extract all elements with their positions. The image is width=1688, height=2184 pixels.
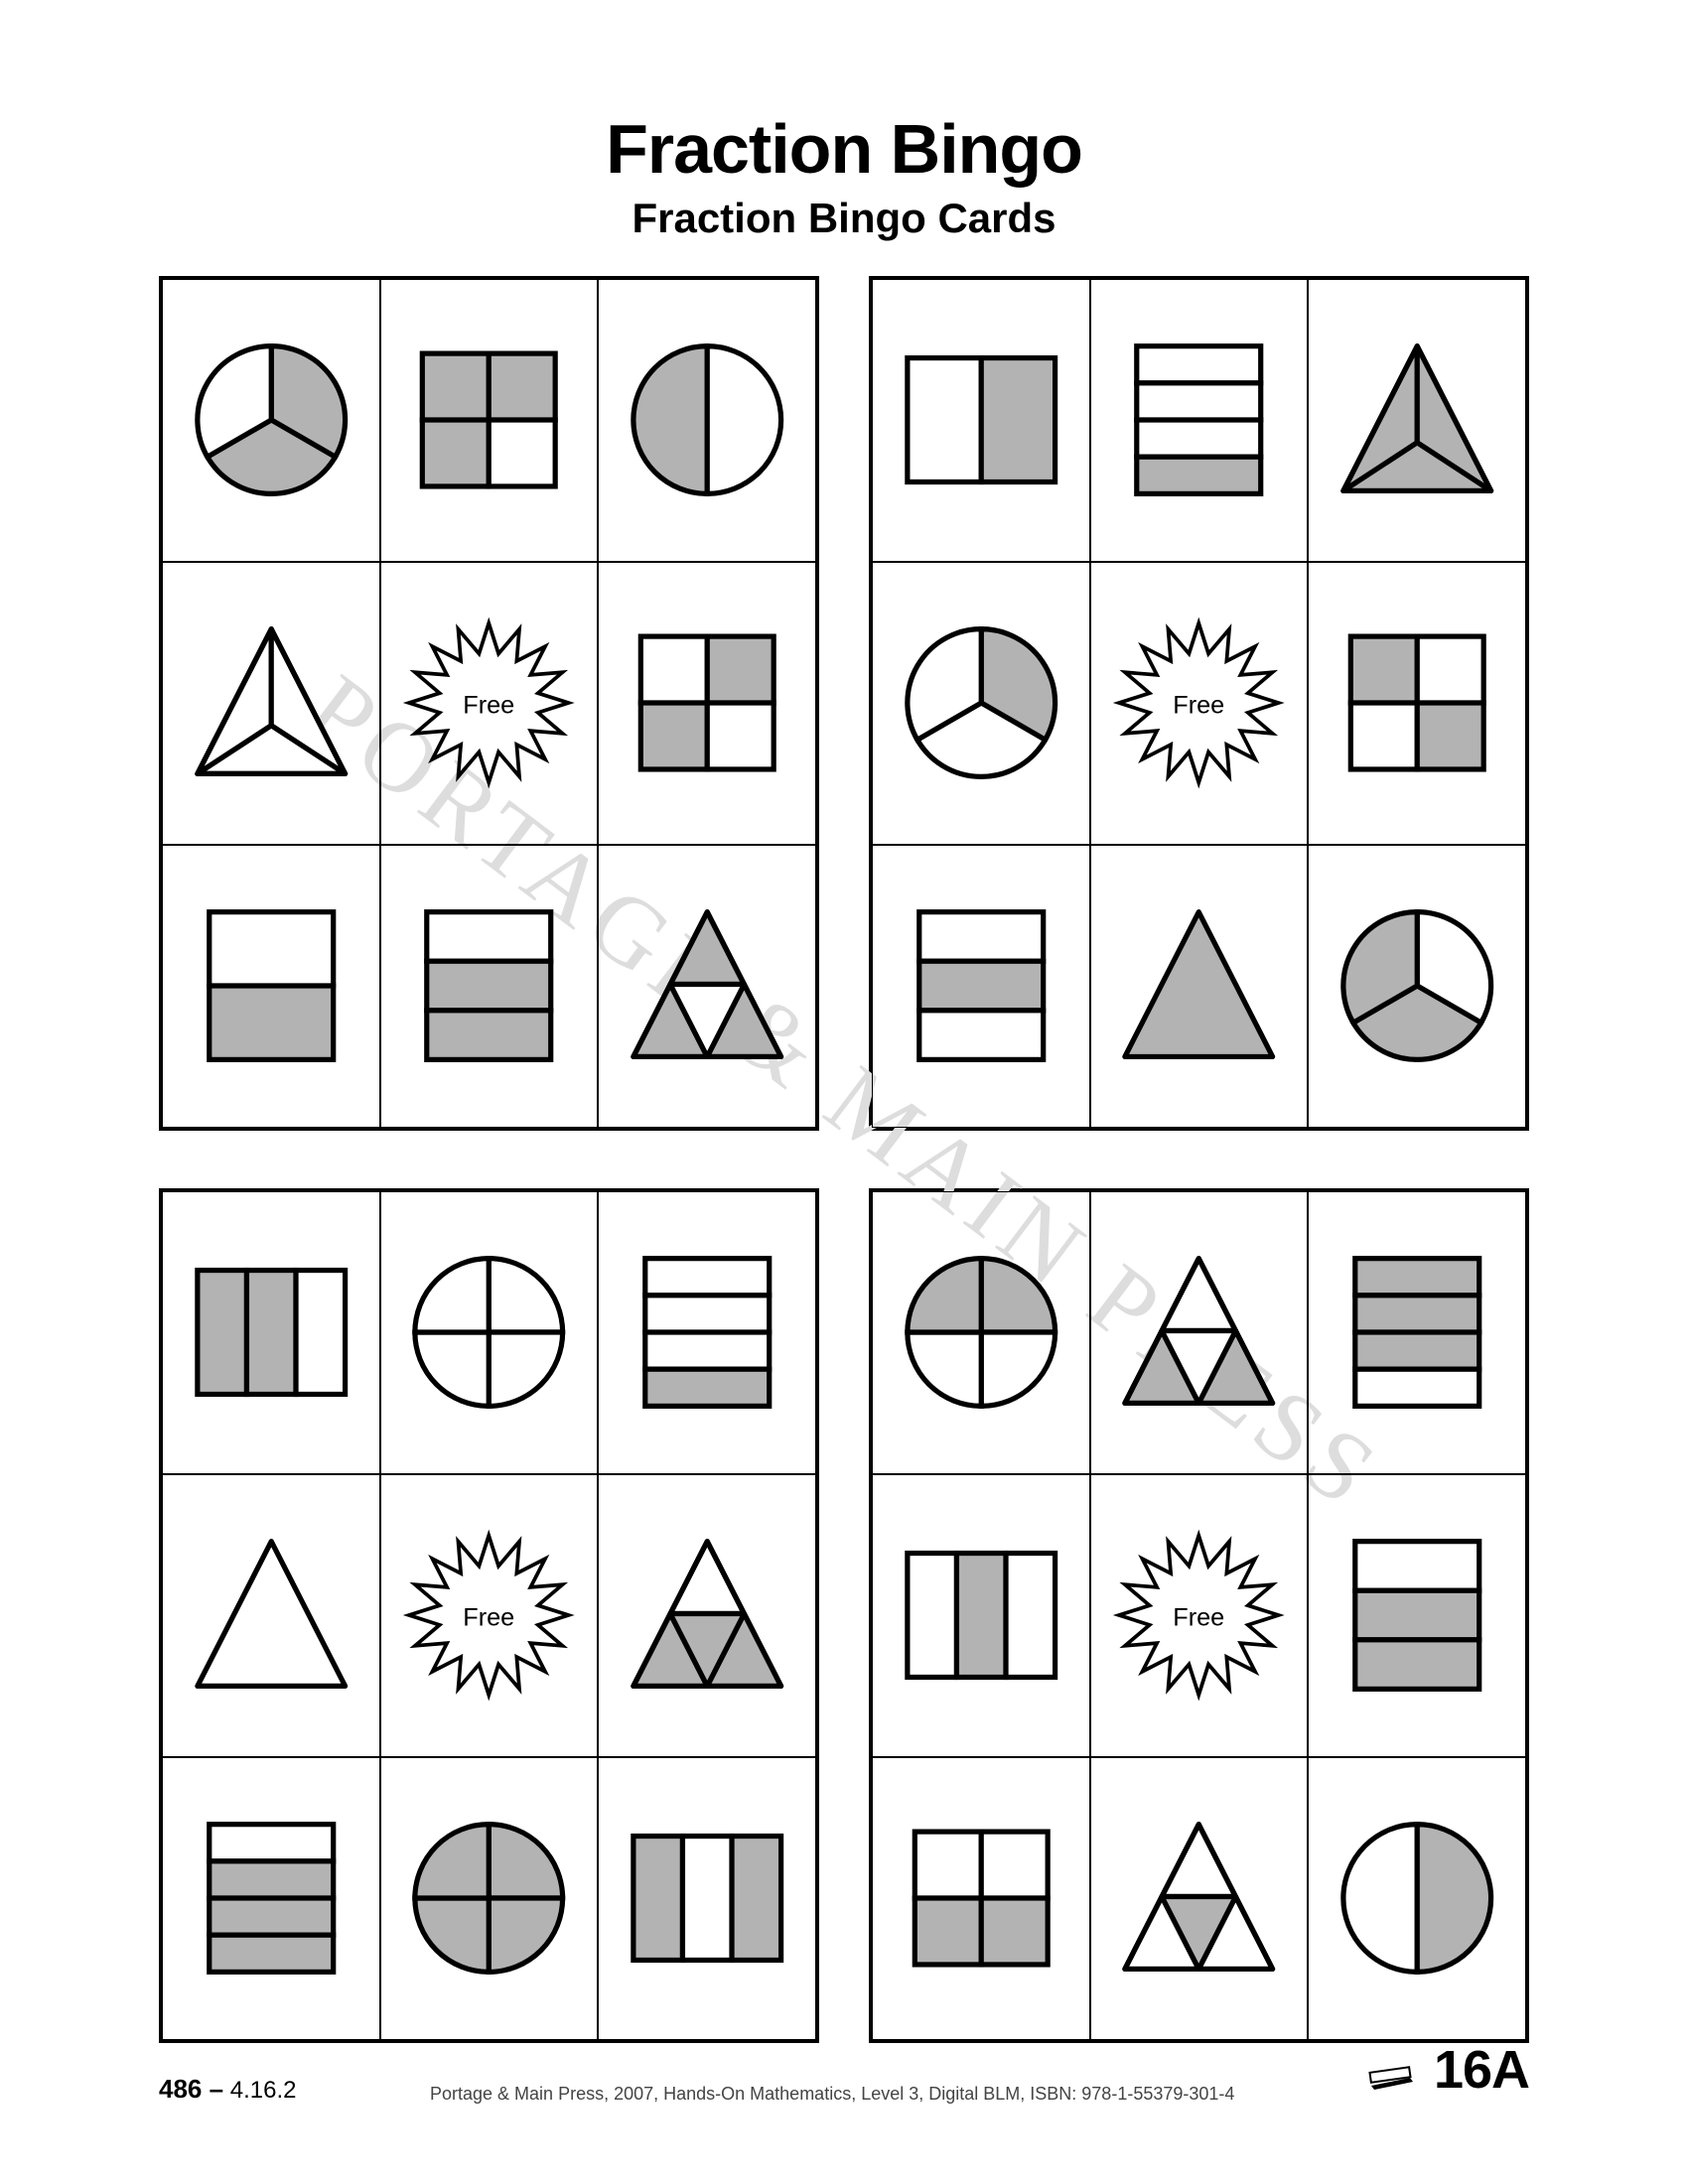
free-cell: Free: [380, 562, 599, 845]
page-title: Fraction Bingo: [159, 109, 1529, 189]
footer-right: 16A: [1368, 2039, 1529, 2105]
footer-left: 486 – 4.16.2: [159, 2074, 296, 2105]
fraction-cell-rect: [872, 845, 1090, 1128]
fraction-cell-circle: [1308, 845, 1526, 1128]
fraction-cell-triangle: [162, 562, 380, 845]
footer: 486 – 4.16.2 Portage & Main Press, 2007,…: [159, 2039, 1529, 2105]
fraction-cell-triangle: [1308, 279, 1526, 562]
fraction-cell-triangle: [598, 845, 816, 1128]
bingo-card: Free: [159, 276, 819, 1131]
fraction-cell-circle: [872, 562, 1090, 845]
free-cell: Free: [1090, 562, 1309, 845]
svg-text:Free: Free: [464, 692, 515, 720]
svg-text:Free: Free: [464, 1604, 515, 1632]
fraction-cell-rect: [1308, 1191, 1526, 1474]
fraction-cell-square: [1308, 562, 1526, 845]
fraction-cell-rect: [1090, 279, 1309, 562]
svg-text:Free: Free: [1174, 1604, 1225, 1632]
bingo-card: Free: [159, 1188, 819, 2043]
binder-icon: [1368, 2043, 1418, 2105]
fraction-cell-square: [380, 279, 599, 562]
fraction-cell-rect: [598, 1757, 816, 2040]
free-cell: Free: [1090, 1474, 1309, 1757]
bingo-card: Free: [869, 1188, 1529, 2043]
fraction-cell-rect: [162, 845, 380, 1128]
fraction-cell-triangle: [1090, 845, 1309, 1128]
free-cell: Free: [380, 1474, 599, 1757]
bingo-card: Free: [869, 276, 1529, 1131]
fraction-cell-rect: [380, 845, 599, 1128]
page-subtitle: Fraction Bingo Cards: [159, 195, 1529, 242]
fraction-cell-triangle: [598, 1474, 816, 1757]
svg-text:Free: Free: [1174, 692, 1225, 720]
fraction-cell-rect: [1308, 1474, 1526, 1757]
fraction-cell-circle: [872, 1191, 1090, 1474]
fraction-cell-circle: [1308, 1757, 1526, 2040]
fraction-cell-triangle: [1090, 1191, 1309, 1474]
fraction-cell-triangle: [1090, 1757, 1309, 2040]
fraction-cell-rect: [162, 1757, 380, 2040]
fraction-cell-rect: [598, 1191, 816, 1474]
fraction-cell-square: [598, 562, 816, 845]
fraction-cell-circle: [380, 1757, 599, 2040]
fraction-cell-circle: [162, 279, 380, 562]
fraction-cell-square: [872, 1757, 1090, 2040]
fraction-cell-circle: [380, 1191, 599, 1474]
worksheet-page: PORTAGE & MAIN PRESS Fraction Bingo Frac…: [0, 0, 1688, 2184]
fraction-cell-triangle: [162, 1474, 380, 1757]
fraction-cell-circle: [598, 279, 816, 562]
fraction-cell-rect: [872, 1474, 1090, 1757]
fraction-cell-rect: [872, 279, 1090, 562]
footer-center: Portage & Main Press, 2007, Hands-On Mat…: [296, 2084, 1367, 2105]
fraction-cell-rect: [162, 1191, 380, 1474]
